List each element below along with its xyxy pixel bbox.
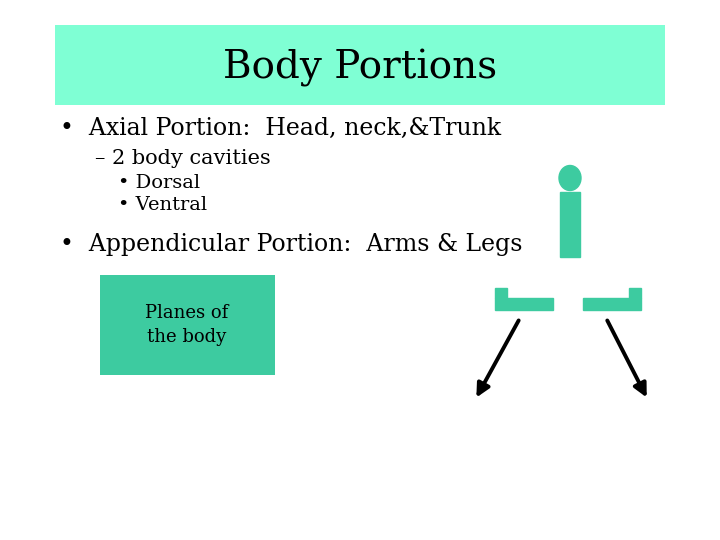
Bar: [495, 288, 507, 298]
Ellipse shape: [559, 165, 581, 191]
Bar: [583, 298, 641, 310]
Text: • Dorsal: • Dorsal: [118, 174, 200, 192]
Bar: [55, 25, 665, 105]
Bar: [629, 288, 641, 298]
Text: – 2 body cavities: – 2 body cavities: [95, 148, 271, 167]
Text: Body Portions: Body Portions: [223, 49, 497, 87]
Text: •  Axial Portion:  Head, neck,&Trunk: • Axial Portion: Head, neck,&Trunk: [60, 117, 501, 139]
Bar: [560, 192, 580, 257]
Text: • Ventral: • Ventral: [118, 196, 207, 214]
Bar: [495, 298, 553, 310]
Bar: [100, 275, 275, 375]
Text: Planes of
the body: Planes of the body: [145, 303, 229, 347]
Text: •  Appendicular Portion:  Arms & Legs: • Appendicular Portion: Arms & Legs: [60, 233, 523, 256]
